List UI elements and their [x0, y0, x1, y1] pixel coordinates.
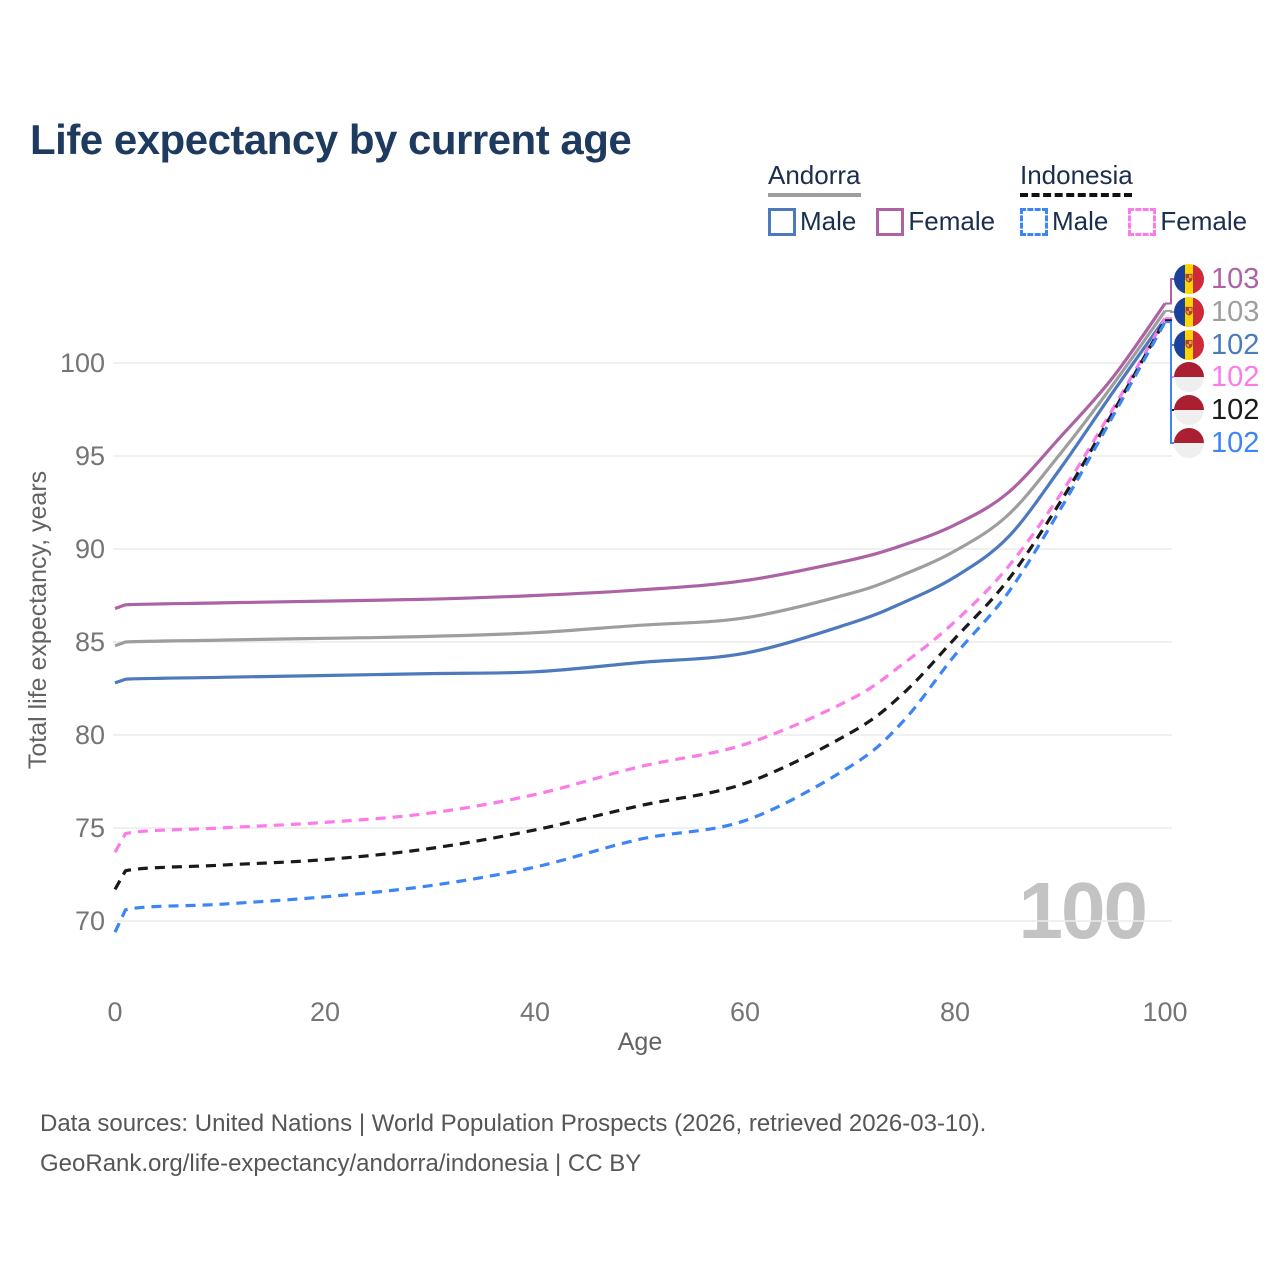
y-tick-label-95: 95 [75, 441, 105, 471]
andorra-flag-icon [1174, 264, 1204, 294]
legend-country-andorra: Andorra [768, 160, 861, 190]
end-label-row-0: 103 [1174, 262, 1259, 296]
legend-label-indonesia-female: Female [1160, 206, 1248, 237]
legend-group-andorra: Andorra Male Female [768, 160, 995, 237]
end-label-value: 102 [1211, 393, 1260, 426]
footer-attribution-link: GeoRank.org/life-expectancy/andorra/indo… [40, 1150, 642, 1177]
end-label-row-3: 102 [1174, 360, 1259, 394]
end-label-value: 102 [1211, 360, 1260, 393]
legend-item-indonesia-male[interactable]: Male [1020, 206, 1108, 237]
x-tick-label-40: 40 [520, 997, 550, 1027]
indonesia-male-swatch-icon [1020, 207, 1048, 236]
series-line-andorra-female [114, 302, 1167, 611]
series-line-indonesia-both-sexes [113, 319, 1167, 891]
legend-country-indonesia: Indonesia [1020, 160, 1133, 190]
watermark-100: 100 [1019, 866, 1146, 955]
end-label-value: 102 [1211, 328, 1260, 361]
legend-row-indonesia: Male Female [1020, 206, 1247, 237]
andorra-flag-icon [1174, 297, 1204, 327]
legend-item-andorra-male[interactable]: Male [768, 206, 856, 237]
x-axis-title: Age [618, 1028, 662, 1056]
y-tick-label-100: 100 [60, 348, 105, 378]
legend-row-andorra: Male Female [768, 206, 995, 237]
end-label-row-5: 102 [1174, 426, 1259, 460]
life-expectancy-chart: 100 70 75 80 85 90 95 100 0 20 40 60 80 100 Age Total l… [24, 278, 1188, 1056]
andorra-male-swatch-icon [768, 207, 796, 236]
andorra-female-swatch-icon [876, 207, 905, 236]
end-label-value: 103 [1211, 295, 1260, 328]
legend-group-indonesia: Indonesia Male Female [1020, 160, 1247, 237]
page-title: Life expectancy by current age [30, 116, 632, 164]
series-line-indonesia-female [113, 317, 1167, 853]
end-label-row-1: 103 [1174, 295, 1259, 329]
end-label-value: 103 [1211, 262, 1260, 295]
end-label-value: 102 [1211, 426, 1260, 459]
y-tick-label-70: 70 [75, 906, 105, 936]
y-tick-label-80: 80 [75, 720, 105, 750]
x-tick-label-100: 100 [1142, 997, 1187, 1027]
series-line-andorra-both-sexes [114, 309, 1167, 648]
x-tick-label-20: 20 [310, 997, 340, 1027]
indonesia-dashed-line-style-icon [1020, 193, 1132, 198]
legend-label-andorra-female: Female [908, 206, 996, 237]
indonesia-flag-icon [1174, 395, 1204, 425]
end-label-row-2: 102 [1174, 328, 1259, 362]
y-tick-label-90: 90 [75, 534, 105, 564]
legend-label-indonesia-male: Male [1052, 206, 1109, 237]
andorra-flag-icon [1174, 330, 1204, 360]
indonesia-flag-icon [1174, 362, 1204, 392]
indonesia-flag-icon [1174, 428, 1204, 458]
legend-item-indonesia-female[interactable]: Female [1128, 206, 1247, 237]
footer: Data sources: United Nations | World Pop… [40, 1104, 986, 1184]
x-tick-label-80: 80 [940, 997, 970, 1027]
indonesia-female-swatch-icon [1128, 207, 1157, 236]
y-axis-title: Total life expectancy, years [24, 471, 52, 769]
end-label-row-4: 102 [1174, 393, 1259, 427]
y-tick-label-75: 75 [75, 813, 105, 843]
footer-data-sources: Data sources: United Nations | World Pop… [40, 1110, 987, 1137]
andorra-solid-line-style-icon [768, 193, 861, 198]
series-line-indonesia-male [113, 321, 1167, 933]
legend-label-andorra-male: Male [800, 206, 857, 237]
x-tick-label-60: 60 [730, 997, 760, 1027]
legend-item-andorra-female[interactable]: Female [876, 206, 995, 237]
series-line-andorra-male [114, 317, 1167, 685]
y-tick-label-85: 85 [75, 627, 105, 657]
x-tick-label-0: 0 [107, 997, 122, 1027]
